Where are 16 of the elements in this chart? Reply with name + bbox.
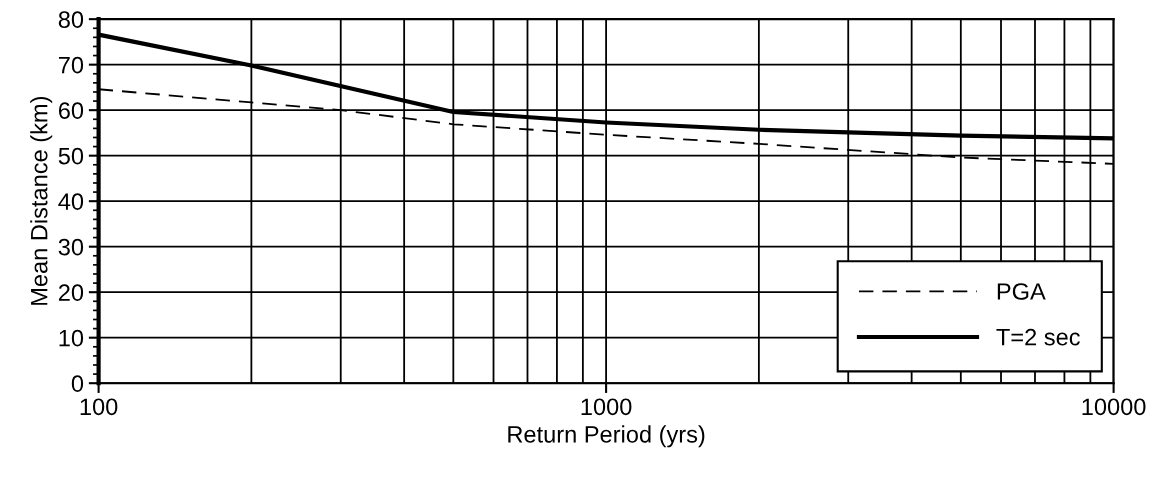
y-tick-label: 70 bbox=[58, 56, 84, 74]
y-tick-label: 40 bbox=[58, 193, 84, 210]
x-tick-label: 1000 bbox=[581, 398, 632, 416]
y-tick-label: 0 bbox=[71, 375, 84, 392]
y-axis-title: Mean Distance (km) bbox=[30, 97, 53, 305]
x-axis-title: Return Period (yrs) bbox=[508, 425, 705, 448]
x-tick-label: 10000 bbox=[1082, 398, 1146, 416]
y-tick-label: 80 bbox=[58, 11, 84, 28]
legend-label: T=2 sec bbox=[996, 328, 1080, 346]
legend-label: PGA bbox=[997, 283, 1046, 300]
y-tick-label: 60 bbox=[58, 102, 84, 119]
y-tick-label: 20 bbox=[58, 284, 84, 301]
x-tick-label: 100 bbox=[80, 398, 118, 416]
y-tick-label: 50 bbox=[58, 147, 84, 165]
y-tick-label: 10 bbox=[59, 329, 84, 347]
y-tick-label: 30 bbox=[58, 238, 84, 256]
